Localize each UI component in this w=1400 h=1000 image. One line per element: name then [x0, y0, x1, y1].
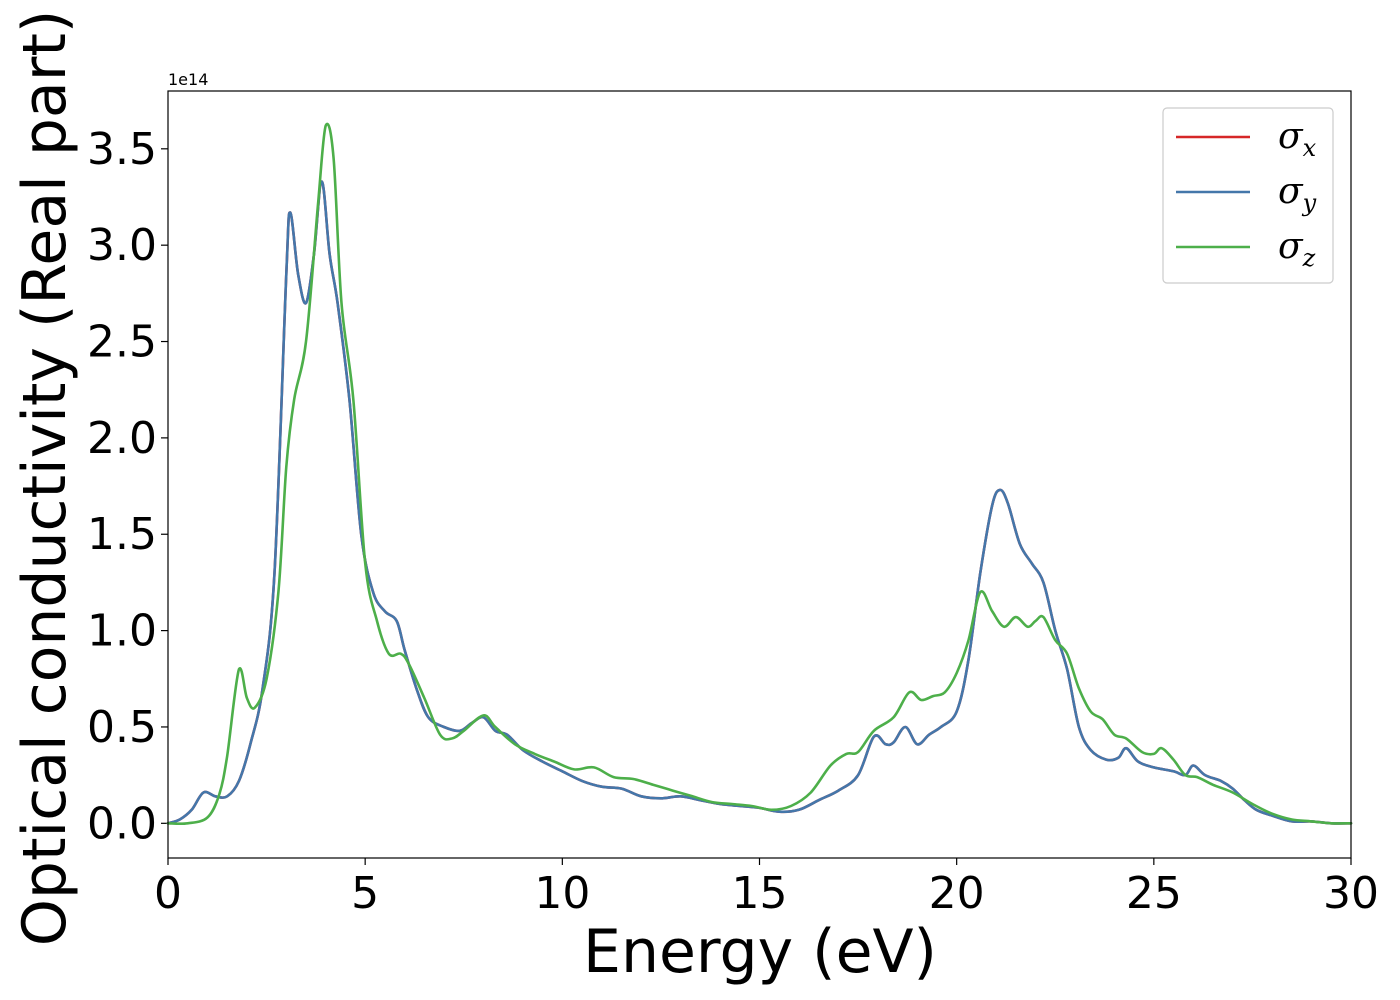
y-tick-label: 0.5 — [87, 702, 157, 753]
y-tick-label: 3.5 — [87, 124, 157, 175]
legend-label: σy — [1278, 171, 1317, 217]
y-tick-label: 1.0 — [87, 606, 157, 657]
legend-frame — [1162, 107, 1334, 284]
y-axis-ticks: 0.0 0.5 1.0 1.5 2.0 2.5 3.0 3.5 — [87, 124, 168, 849]
x-tick-label: 20 — [929, 868, 985, 919]
y-offset-label: 1e14 — [168, 70, 208, 89]
series-line-sigma-z — [166, 122, 1353, 826]
y-axis-title: Optical conductivity (Real part) — [10, 10, 80, 947]
y-tick-label: 2.0 — [87, 413, 157, 464]
y-tick-label: 0.0 — [87, 798, 157, 849]
x-tick-label: 25 — [1126, 868, 1182, 919]
legend-label: σz — [1278, 226, 1316, 272]
x-tick-label: 10 — [534, 868, 590, 919]
y-tick-label: 2.5 — [87, 317, 157, 368]
x-axis-title: Energy (eV) — [583, 917, 937, 987]
x-axis-ticks: 0 5 10 15 20 25 30 — [154, 858, 1379, 919]
plot-frame — [167, 90, 1352, 859]
x-tick-label: 15 — [732, 868, 788, 919]
y-tick-label: 1.5 — [87, 509, 157, 560]
x-tick-label: 0 — [154, 868, 182, 919]
series-lines — [166, 122, 1353, 826]
x-tick-label: 5 — [351, 868, 379, 919]
legend-label: σx — [1278, 116, 1317, 162]
x-tick-label: 30 — [1323, 868, 1379, 919]
y-tick-label: 3.0 — [87, 220, 157, 271]
legend: σx σy σz — [1162, 107, 1334, 284]
